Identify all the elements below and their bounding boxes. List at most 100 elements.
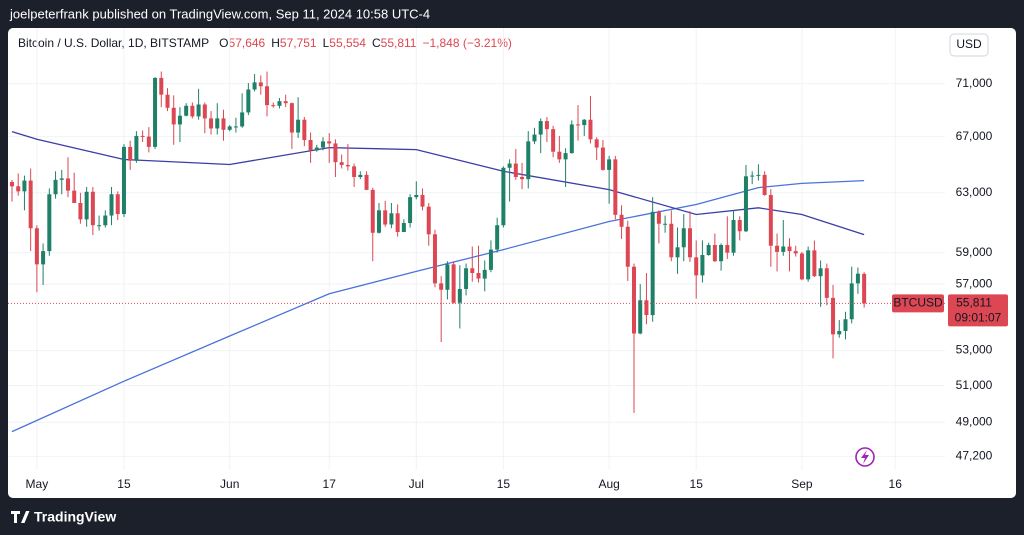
currency-box[interactable] (949, 33, 989, 57)
candle-body (10, 181, 14, 187)
candle-body (619, 214, 624, 227)
candle-body (855, 273, 860, 284)
candle-body (420, 194, 425, 207)
candle-body (482, 269, 487, 279)
candle-body (743, 176, 748, 232)
candle-body (750, 175, 755, 177)
publisher-line: joelpeterfrank published on TradingView.… (9, 6, 430, 21)
candle-body (837, 330, 842, 335)
candle-body (333, 143, 338, 163)
candle-body (507, 163, 512, 168)
candle-body (544, 121, 549, 130)
candle-body (339, 162, 344, 165)
candle-body (383, 210, 388, 225)
candle-body (818, 268, 823, 277)
candle-body (843, 319, 848, 331)
candle-body (22, 180, 27, 192)
candle-body (731, 220, 736, 253)
candle-body (153, 77, 158, 147)
candle-body (762, 174, 767, 195)
candle-body (221, 118, 226, 130)
candle-body (414, 194, 419, 198)
candle-body (265, 86, 270, 106)
candle-body (520, 176, 525, 180)
alert-icon[interactable] (855, 447, 875, 467)
candle-body (756, 174, 761, 176)
candle-body (140, 135, 145, 137)
candle-body (271, 105, 276, 107)
candle-body (781, 246, 786, 252)
candle-body (656, 211, 661, 224)
candle-body (146, 136, 151, 147)
candle-body (663, 223, 668, 225)
candle-body (712, 244, 717, 262)
candle-body (793, 251, 798, 254)
candle-body (53, 179, 58, 195)
y-tick-label: 63,000 (956, 185, 993, 199)
y-tick-label: 67,000 (956, 129, 993, 143)
candle-body (177, 115, 182, 125)
plot-area: May 15 Jun 17 Jul 15 Aug 15 Sep 16 71,000 67,000 63,… (8, 28, 1008, 491)
candle-body (582, 119, 587, 126)
candle-body (72, 190, 77, 203)
candle-body (401, 222, 406, 233)
price-tag: 55,811 (956, 296, 992, 310)
x-tick-label: 15 (690, 477, 704, 491)
candle-body (806, 250, 811, 280)
candle-body (352, 166, 357, 177)
candle-body (115, 194, 120, 215)
symbol-title: Bitcoin / U.S. Dollar, 1D, BITSTAMP (18, 36, 209, 50)
candle-body (625, 226, 630, 267)
candle-body (737, 220, 742, 232)
candle-body (700, 254, 705, 276)
candle-body (327, 141, 332, 144)
candle-body (681, 228, 686, 248)
y-tick-label: 51,000 (956, 378, 993, 392)
candle-body (364, 174, 369, 190)
candle-body (34, 228, 39, 265)
candle-body (246, 89, 251, 113)
candle-body (669, 223, 674, 258)
candle-body (687, 228, 692, 258)
candle-body (345, 164, 350, 167)
y-tick-label: 47,200 (956, 449, 993, 463)
candle-body (551, 129, 556, 152)
candle-body (532, 134, 537, 142)
candle-body (650, 211, 655, 316)
x-tick-label: 16 (889, 477, 903, 491)
legend-value: 55,554 (329, 36, 366, 50)
candle-body (706, 244, 711, 255)
x-tick-label: Jul (409, 477, 424, 491)
candle-body (632, 266, 636, 334)
y-tick-label: 49,000 (956, 414, 993, 428)
x-tick-label: 17 (323, 477, 337, 491)
y-tick-label: 71,000 (956, 76, 993, 90)
candle-body (787, 246, 792, 252)
candle-body (184, 105, 189, 116)
candle-body (464, 268, 469, 289)
legend-label: C (372, 36, 381, 50)
icon-ring (855, 447, 875, 467)
x-tick-label: Jun (220, 477, 239, 491)
candle-body (103, 215, 108, 226)
candle-body (607, 159, 612, 170)
candle-body (240, 112, 245, 127)
candle-body (824, 268, 829, 298)
candle-body (395, 213, 400, 233)
candle-body (314, 147, 319, 151)
candle-body (289, 103, 294, 133)
legend-value: 57,751 (280, 36, 317, 50)
x-tick-label: May (26, 477, 49, 491)
candle-body (209, 118, 214, 129)
candle-body (569, 124, 574, 154)
legend-value: 57,646 (229, 36, 266, 50)
candle-body (451, 264, 456, 303)
legend-label: L (323, 36, 330, 50)
candle-body (613, 159, 618, 215)
candle-body (370, 189, 375, 233)
candle-body (308, 140, 313, 151)
candle-body (644, 300, 649, 316)
candle-body (768, 194, 773, 246)
candle-body (594, 139, 599, 148)
candle-body (600, 147, 605, 170)
